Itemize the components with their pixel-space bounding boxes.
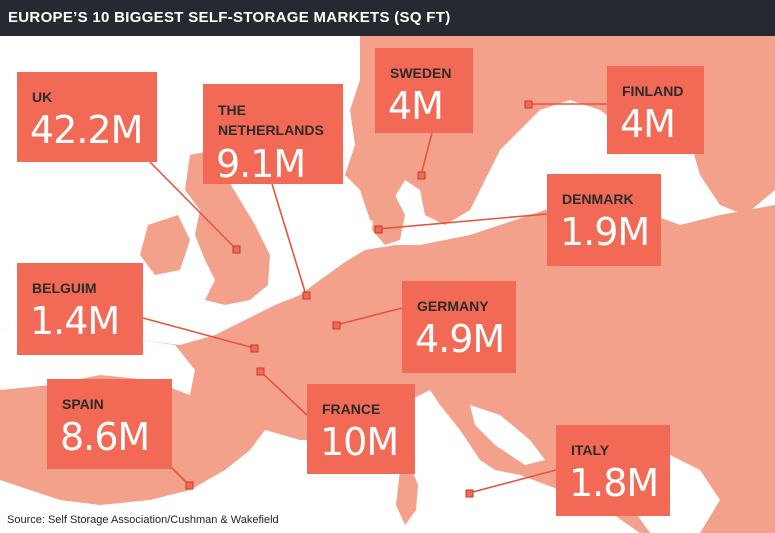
location-markers: [185, 100, 533, 498]
market-name: BELGUIM: [32, 280, 97, 296]
market-name: DENMARK: [562, 191, 634, 207]
market-box-netherlands: THE NETHERLANDS 9.1M: [203, 84, 343, 184]
marker-finland: [524, 100, 533, 109]
market-box-sweden: SWEDEN 4M: [375, 48, 473, 133]
sea-adriatic: [470, 405, 545, 465]
market-name: GERMANY: [417, 298, 489, 314]
sea-mediterranean: [180, 425, 600, 533]
marker-germany: [332, 321, 341, 330]
market-value: 4.9M: [415, 317, 505, 361]
market-name: FINLAND: [622, 83, 684, 99]
market-box-italy: ITALY 1.8M: [556, 425, 670, 516]
marker-spain: [185, 481, 194, 490]
market-name-line2: NETHERLANDS: [218, 122, 324, 138]
leader-denmark: [377, 213, 548, 230]
market-box-france: FRANCE 10M: [307, 384, 415, 474]
market-box-denmark: DENMARK 1.9M: [547, 174, 661, 266]
marker-italy: [465, 489, 474, 498]
market-value: 42.2M: [30, 108, 143, 152]
market-value: 1.9M: [560, 210, 650, 254]
market-box-germany: GERMANY 4.9M: [402, 281, 516, 373]
leader-sweden: [420, 132, 433, 176]
market-value: 1.8M: [569, 461, 659, 505]
market-name: SPAIN: [62, 396, 104, 412]
market-value: 9.1M: [216, 142, 306, 186]
leader-uk: [149, 161, 237, 250]
marker-belgium: [250, 344, 259, 353]
source-note: Source: Self Storage Association/Cushman…: [7, 514, 279, 526]
market-value: 10M: [320, 420, 399, 464]
market-name: UK: [32, 89, 53, 105]
title-bar: EUROPE’S 10 BIGGEST SELF-STORAGE MARKETS…: [0, 0, 775, 36]
land-corsica-sardinia: [396, 465, 418, 525]
marker-netherlands: [302, 291, 311, 300]
marker-denmark: [374, 225, 383, 234]
page-title: EUROPE’S 10 BIGGEST SELF-STORAGE MARKETS…: [8, 9, 451, 26]
leader-belgium: [142, 317, 255, 349]
market-value: 1.4M: [30, 299, 120, 343]
market-box-belgium: BELGUIM 1.4M: [17, 263, 143, 355]
leader-france: [259, 370, 308, 416]
market-value: 4M: [620, 102, 676, 146]
market-name: ITALY: [571, 442, 610, 458]
market-name: SWEDEN: [390, 65, 452, 81]
marker-uk: [232, 245, 241, 254]
leader-italy: [468, 469, 557, 494]
market-name: FRANCE: [322, 401, 381, 417]
market-name-line1: THE: [218, 102, 246, 118]
market-box-finland: FINLAND 4M: [607, 66, 704, 154]
leader-germany: [335, 307, 403, 326]
leader-netherlands: [271, 183, 307, 296]
land-ireland: [140, 215, 190, 275]
market-box-spain: SPAIN 8.6M: [47, 379, 172, 469]
market-box-uk: UK 42.2M: [17, 72, 157, 162]
land-great-britain: [185, 150, 270, 305]
market-value: 8.6M: [60, 415, 150, 459]
market-value: 4M: [388, 84, 444, 128]
marker-sweden: [417, 171, 426, 180]
marker-france: [256, 367, 265, 376]
